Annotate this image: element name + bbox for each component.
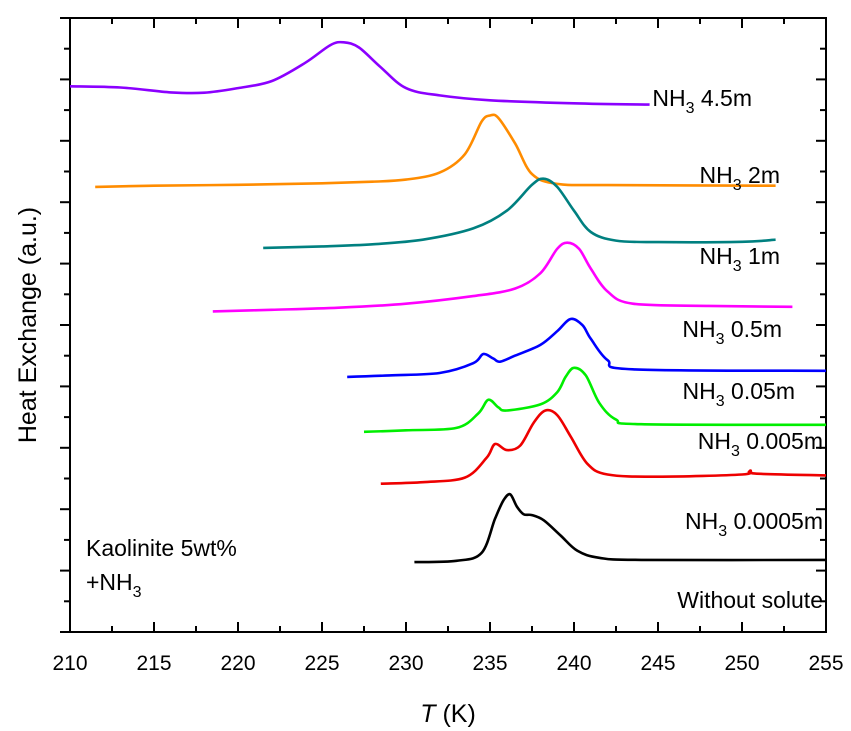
series-label-0: NH3 4.5m xyxy=(652,85,752,117)
x-axis-title: T (K) xyxy=(420,700,476,728)
x-tick-label: 220 xyxy=(220,652,255,675)
y-axis-title: Heat Exchange (a.u.) xyxy=(14,207,42,443)
x-axis-title-unit: (K) xyxy=(436,700,476,728)
series-label-rest: 4.5m xyxy=(694,85,752,111)
annotation-subscript: 3 xyxy=(133,584,142,601)
series-label-main: NH xyxy=(685,508,718,534)
x-tick-label: 245 xyxy=(640,652,675,675)
series-label-main: NH xyxy=(698,428,731,454)
plot-frame xyxy=(69,17,827,633)
series-label-rest: 0.5m xyxy=(724,316,782,342)
series-label-3: NH3 0.5m xyxy=(682,316,782,348)
x-tick-label: 215 xyxy=(136,652,171,675)
series-label-2: NH3 1m xyxy=(700,243,780,275)
series-line-1 xyxy=(95,113,776,189)
series-label-7: Without solute xyxy=(677,587,823,613)
series-label-subscript: 3 xyxy=(716,331,725,348)
series-line-2 xyxy=(263,177,776,250)
series-line-4 xyxy=(347,317,827,379)
series-label-main: NH xyxy=(700,243,733,269)
x-tick-label: 235 xyxy=(472,652,507,675)
annotation-line-1: Kaolinite 5wt% xyxy=(86,535,237,561)
series-line-3 xyxy=(212,241,793,313)
series-label-main: NH xyxy=(652,85,685,111)
series-line-5 xyxy=(363,366,827,434)
x-axis-title-italic: T xyxy=(420,700,437,728)
series-label-rest: 0.005m xyxy=(740,428,823,454)
series-label-5: NH3 0.005m xyxy=(698,428,823,460)
series-label-1: NH3 2m xyxy=(700,162,780,194)
series-line-6 xyxy=(380,408,827,485)
series-label-subscript: 3 xyxy=(733,177,742,194)
series-label-6: NH3 0.0005m xyxy=(685,508,823,540)
series-label-main: NH xyxy=(682,316,715,342)
x-tick-label: 250 xyxy=(724,652,759,675)
series-label-rest: 1m xyxy=(742,243,780,269)
series-layer xyxy=(69,40,827,564)
x-tick-label: 230 xyxy=(388,652,423,675)
annotation-line-2: +NH3 xyxy=(86,569,142,601)
series-label-main: NH xyxy=(700,162,733,188)
series-label-rest: 2m xyxy=(742,162,780,188)
x-tick-label: 255 xyxy=(808,652,843,675)
annotation-main: +NH xyxy=(86,569,133,595)
series-label-rest: 0.05m xyxy=(725,378,795,404)
series-line-7 xyxy=(414,492,827,564)
x-tick-label: 225 xyxy=(304,652,339,675)
series-label-subscript: 3 xyxy=(733,258,742,275)
x-tick-label: 210 xyxy=(52,652,87,675)
x-tick-labels: 210 215 220 225 230 235 240 245 250 255 xyxy=(52,652,843,675)
series-label-rest: 0.0005m xyxy=(727,508,823,534)
series-label-main: NH xyxy=(683,378,716,404)
series-label-subscript: 3 xyxy=(731,443,740,460)
series-label-subscript: 3 xyxy=(716,393,725,410)
series-line-0 xyxy=(69,40,650,106)
series-label-main: Without solute xyxy=(677,587,823,613)
series-label-4: NH3 0.05m xyxy=(683,378,795,410)
x-tick-label: 240 xyxy=(556,652,591,675)
series-label-subscript: 3 xyxy=(718,523,727,540)
series-label-subscript: 3 xyxy=(686,100,695,117)
